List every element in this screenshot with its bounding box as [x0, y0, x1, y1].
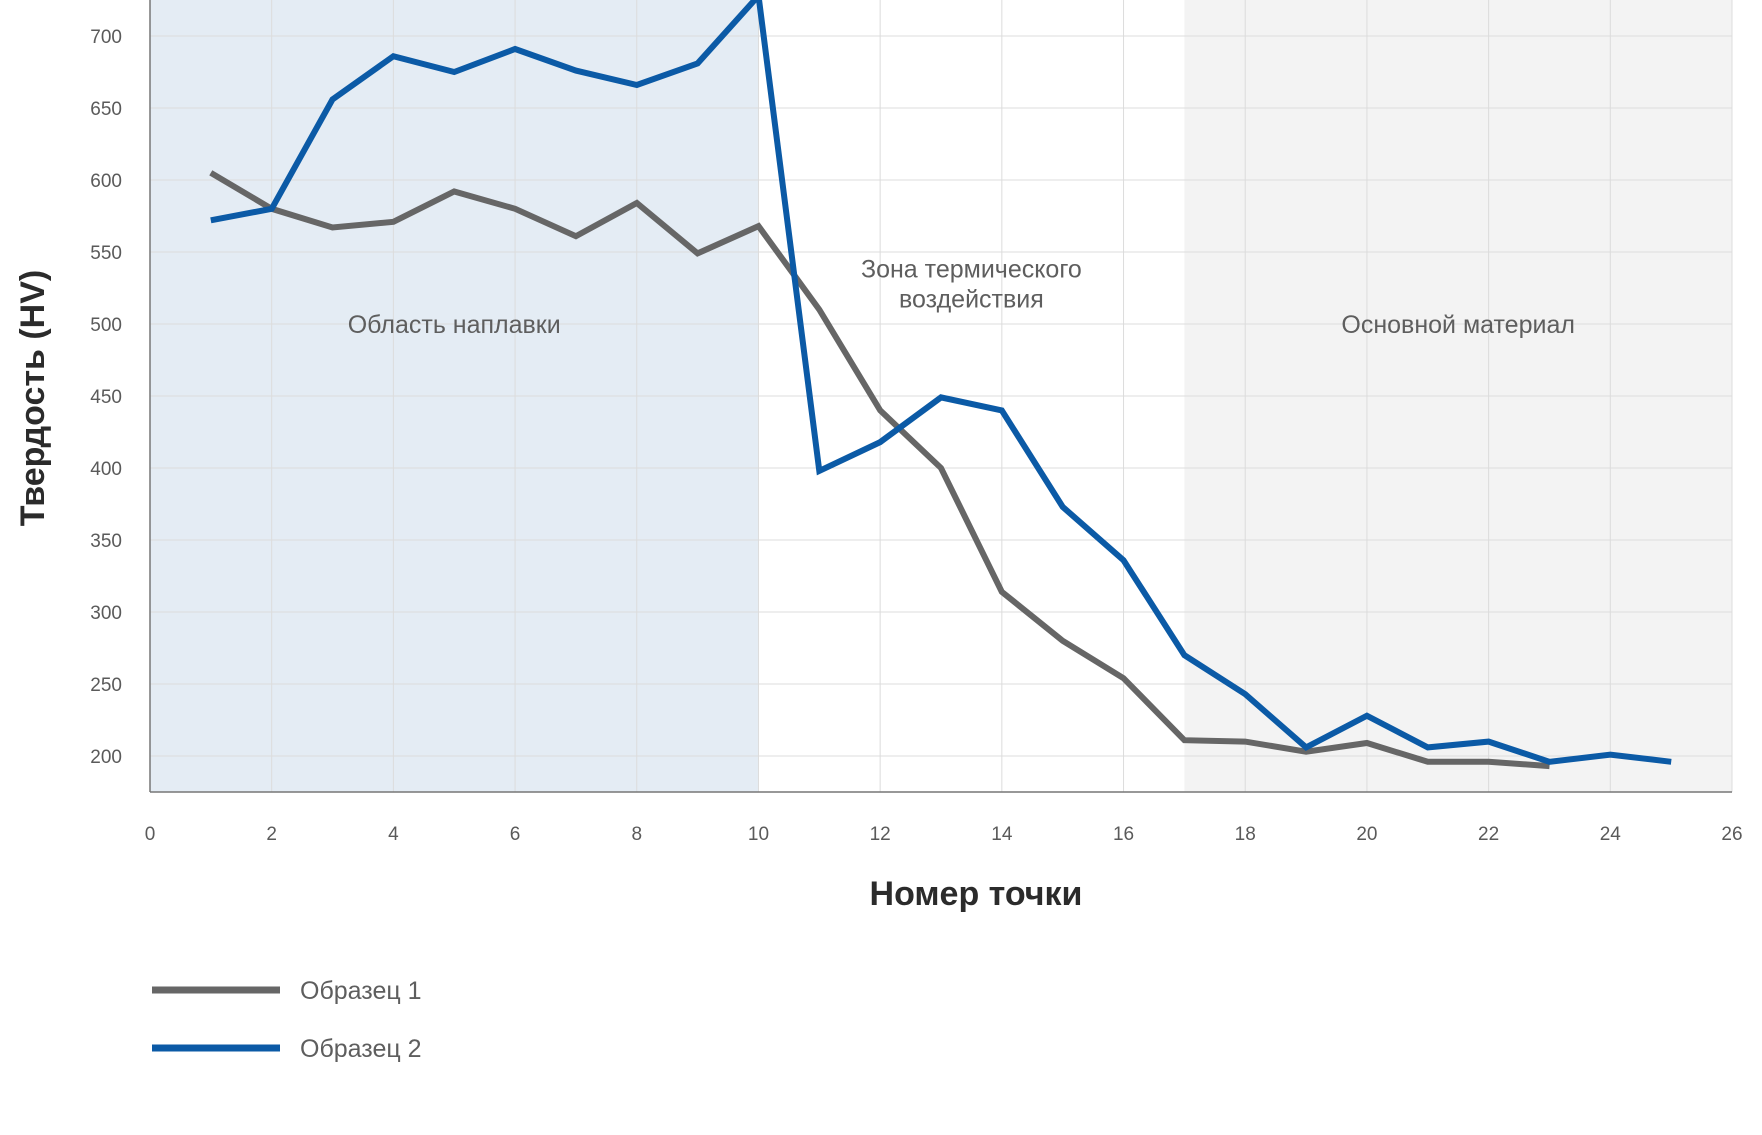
y-tick-label: 500 [90, 315, 122, 336]
x-tick-label: 14 [991, 824, 1013, 845]
series-line-2 [210, 0, 1672, 765]
chart-series-lines [209, 0, 1672, 770]
x-tick-label: 10 [748, 824, 769, 845]
y-tick-label: 200 [90, 747, 122, 768]
series-line-1 [209, 170, 1550, 770]
x-tick-label: 0 [145, 824, 156, 845]
x-tick-label: 8 [631, 824, 642, 845]
region-label-2: воздействия [899, 286, 1044, 314]
y-tick-label: 400 [90, 459, 122, 480]
chart-legend: Образец 1 Образец 2 [152, 977, 422, 1063]
region-label-2: Зона термического [861, 256, 1082, 284]
x-tick-label: 2 [266, 824, 277, 845]
x-axis-label: Номер точки [870, 875, 1083, 913]
x-tick-label: 18 [1235, 824, 1256, 845]
y-tick-label: 250 [90, 675, 122, 696]
y-tick-label: 700 [90, 27, 122, 48]
y-axis-ticks: 200 250 300 350 400 450 500 550 600 650 700 [90, 27, 122, 768]
x-tick-label: 20 [1356, 824, 1377, 845]
legend-label-2: Образец 2 [300, 1035, 422, 1063]
chart-axes [149, 0, 1732, 793]
y-tick-label: 600 [90, 171, 122, 192]
x-tick-label: 26 [1721, 824, 1742, 845]
y-tick-label: 300 [90, 603, 122, 624]
y-tick-label: 650 [90, 99, 122, 120]
region-label-3: Основной материал [1341, 311, 1575, 339]
region-labels: Область наплавки Зона термическоговоздейс… [348, 256, 1575, 339]
region-label-1: Область наплавки [348, 311, 561, 339]
x-tick-label: 16 [1113, 824, 1134, 845]
x-tick-label: 6 [510, 824, 521, 845]
x-tick-label: 12 [870, 824, 891, 845]
legend-label-1: Образец 1 [300, 977, 422, 1005]
y-tick-label: 350 [90, 531, 122, 552]
y-tick-label: 550 [90, 243, 122, 264]
x-axis-ticks: 0 2 4 6 8 10 12 14 16 18 20 22 24 26 [145, 824, 1743, 845]
y-tick-label: 450 [90, 387, 122, 408]
y-axis-label: Твердость (HV) [14, 270, 52, 526]
x-tick-label: 22 [1478, 824, 1499, 845]
x-tick-label: 4 [388, 824, 399, 845]
x-tick-label: 24 [1600, 824, 1622, 845]
chart-grid [150, 0, 1733, 792]
